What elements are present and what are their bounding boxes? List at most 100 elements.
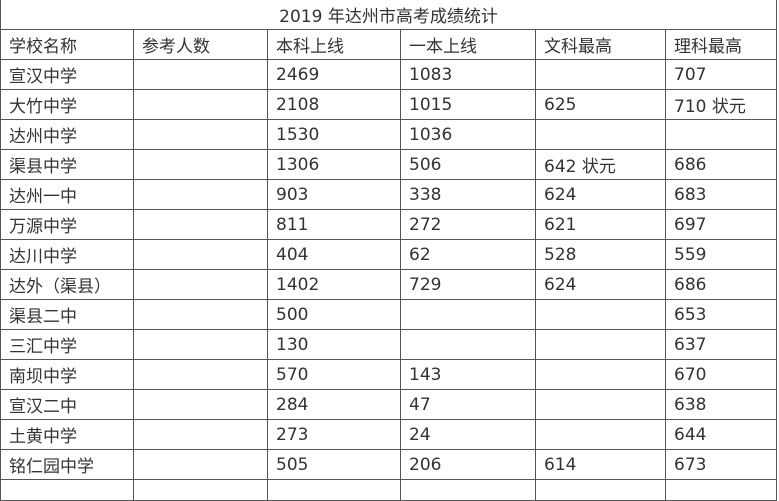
table-cell: 273 — [267, 419, 401, 450]
table-cell: 达外（渠县） — [0, 269, 134, 300]
table-cell: 528 — [535, 239, 666, 270]
column-header: 文科最高 — [535, 29, 666, 60]
table-title: 2019 年达州市高考成绩统计 — [0, 0, 778, 30]
table-cell: 1083 — [400, 59, 536, 90]
table-cell — [133, 179, 268, 210]
table-cell — [535, 329, 666, 360]
table-cell: 1530 — [267, 119, 401, 150]
table-row: 三汇中学 130 637 — [0, 329, 778, 360]
table-cell — [0, 479, 134, 501]
table-cell: 铭仁园中学 — [0, 449, 134, 480]
table-cell: 2108 — [267, 89, 401, 120]
table-cell — [535, 359, 666, 390]
table-cell — [267, 479, 401, 501]
table-cell: 644 — [664, 419, 778, 450]
table-cell: 506 — [400, 149, 536, 180]
table-cell: 143 — [400, 359, 536, 390]
table-cell: 206 — [400, 449, 536, 480]
column-header: 参考人数 — [133, 29, 268, 60]
table-row: 渠县中学 1306 506 642 状元 686 — [0, 149, 778, 180]
table-row: 南坝中学 570 143 670 — [0, 359, 778, 390]
table-cell: 570 — [267, 359, 401, 390]
table-cell: 1015 — [400, 89, 536, 120]
table-row: 宣汉二中 284 47 638 — [0, 389, 778, 420]
table-cell: 614 — [535, 449, 666, 480]
table-cell: 697 — [664, 209, 778, 240]
table-cell: 621 — [535, 209, 666, 240]
table-cell: 673 — [664, 449, 778, 480]
table-row: 大竹中学 2108 1015 625 710 状元 — [0, 89, 778, 120]
column-header: 学校名称 — [0, 29, 134, 60]
table-row: 达外（渠县） 1402 729 624 686 — [0, 269, 778, 300]
table-row: 达州中学 1530 1036 — [0, 119, 778, 150]
table-row: 达州一中 903 338 624 683 — [0, 179, 778, 210]
table-cell: 683 — [664, 179, 778, 210]
table-cell: 707 — [664, 59, 778, 90]
table-cell: 130 — [267, 329, 401, 360]
table-cell: 2469 — [267, 59, 401, 90]
table-cell — [133, 479, 268, 501]
table-row: 渠县二中 500 653 — [0, 299, 778, 330]
table-row-partial — [0, 479, 778, 501]
table-cell — [133, 89, 268, 120]
table-cell: 24 — [400, 419, 536, 450]
table-cell: 284 — [267, 389, 401, 420]
table-cell: 729 — [400, 269, 536, 300]
table-cell — [535, 299, 666, 330]
table-cell: 624 — [535, 179, 666, 210]
table-cell — [535, 389, 666, 420]
column-header: 理科最高 — [664, 29, 778, 60]
table-cell — [535, 59, 666, 90]
table-cell: 811 — [267, 209, 401, 240]
table-cell: 500 — [267, 299, 401, 330]
table-cell — [133, 239, 268, 270]
table-cell: 达川中学 — [0, 239, 134, 270]
table-cell — [133, 209, 268, 240]
table-cell — [133, 299, 268, 330]
table-cell — [133, 419, 268, 450]
table-cell: 272 — [400, 209, 536, 240]
table-cell: 宣汉二中 — [0, 389, 134, 420]
table-cell: 624 — [535, 269, 666, 300]
table-cell — [133, 119, 268, 150]
table-cell: 559 — [664, 239, 778, 270]
table-cell: 大竹中学 — [0, 89, 134, 120]
table-cell — [400, 479, 536, 501]
table-cell: 625 — [535, 89, 666, 120]
table-cell: 404 — [267, 239, 401, 270]
table-cell — [400, 299, 536, 330]
table-cell: 710 状元 — [664, 89, 778, 120]
table-cell: 903 — [267, 179, 401, 210]
table-cell: 宣汉中学 — [0, 59, 134, 90]
table-cell: 638 — [664, 389, 778, 420]
table-cell: 达州中学 — [0, 119, 134, 150]
table-row: 宣汉中学 2469 1083 707 — [0, 59, 778, 90]
table-cell: 1306 — [267, 149, 401, 180]
table-cell — [664, 479, 778, 501]
table-cell: 62 — [400, 239, 536, 270]
table-cell: 47 — [400, 389, 536, 420]
table-cell — [133, 59, 268, 90]
table-cell — [133, 269, 268, 300]
title-row: 2019 年达州市高考成绩统计 — [0, 0, 778, 30]
table-cell — [664, 119, 778, 150]
table-cell: 505 — [267, 449, 401, 480]
table-cell: 670 — [664, 359, 778, 390]
table-row: 万源中学 811 272 621 697 — [0, 209, 778, 240]
table-cell: 三汇中学 — [0, 329, 134, 360]
table-cell: 653 — [664, 299, 778, 330]
table-cell: 642 状元 — [535, 149, 666, 180]
column-header: 一本上线 — [400, 29, 536, 60]
table-cell — [133, 149, 268, 180]
table-cell — [535, 479, 666, 501]
table-cell — [133, 449, 268, 480]
table-cell — [535, 119, 666, 150]
table-cell: 南坝中学 — [0, 359, 134, 390]
table-cell: 686 — [664, 269, 778, 300]
table-cell: 渠县中学 — [0, 149, 134, 180]
table-cell — [400, 329, 536, 360]
table-row: 铭仁园中学 505 206 614 673 — [0, 449, 778, 480]
table-cell: 637 — [664, 329, 778, 360]
table-cell — [133, 329, 268, 360]
